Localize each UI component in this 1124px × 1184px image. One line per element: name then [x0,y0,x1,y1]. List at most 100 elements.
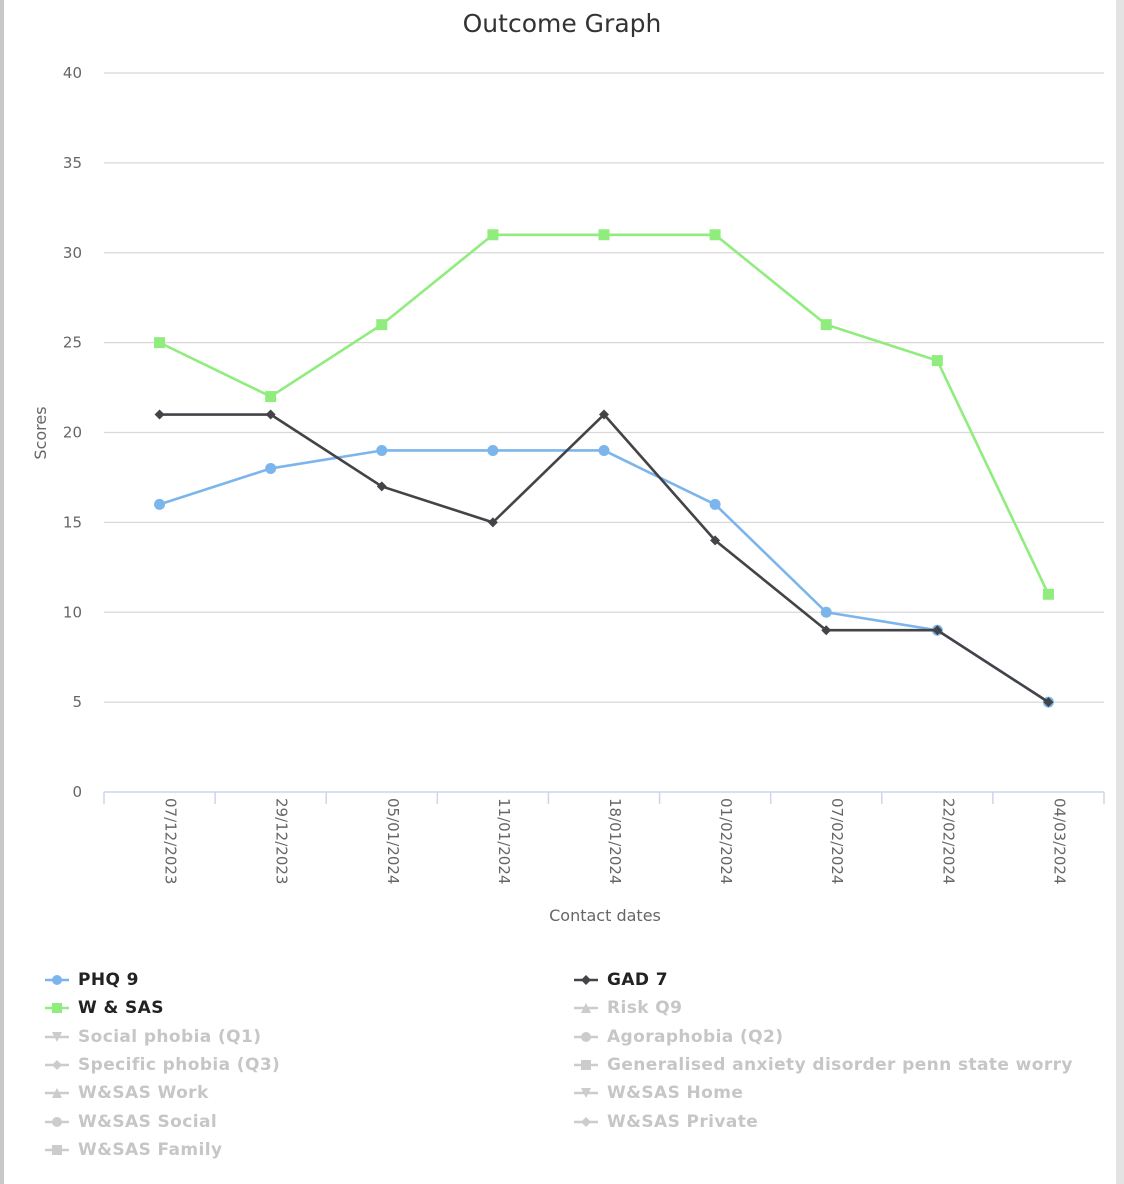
y-axis-label: Scores [31,406,50,459]
legend-diamond-icon [574,1116,598,1127]
legend-item-phq-9[interactable]: PHQ 9 [44,966,139,994]
data-point-w-sas[interactable] [709,229,721,241]
legend-circle-icon [574,1031,598,1042]
legend-marker [581,975,591,985]
x-tick-label: 29/12/2023 [273,798,291,884]
y-tick-label: 10 [63,603,82,621]
x-tick-label: 01/02/2024 [717,798,735,884]
series-line-phq-9[interactable] [159,449,1050,704]
legend-item-social-phobia-q1[interactable]: Social phobia (Q1) [44,1023,261,1051]
legend-marker [52,1116,62,1127]
window-frame-left [0,0,4,1184]
x-tick-label: 04/03/2024 [1050,798,1068,884]
legend-marker [52,1003,62,1014]
legend-circle-icon [45,1116,69,1127]
x-tick-label: 07/12/2023 [162,798,180,884]
legend-label: W&SAS Social [78,1111,218,1132]
data-point-gad-7[interactable] [487,517,498,528]
x-tick-label: 18/01/2024 [606,798,624,884]
grid-lines [104,72,1104,703]
outcome-chart: Outcome Graph 0 5 10 15 20 25 30 35 40 Scores 07… [31,9,1105,925]
series-w-sas [154,229,1054,600]
data-point-w-sas[interactable] [931,355,943,367]
x-tick-label: 22/02/2024 [939,798,957,884]
window-frame-right [1116,0,1124,1184]
legend-item-w-sas-work[interactable]: W&SAS Work [44,1079,209,1107]
data-point-gad-7[interactable] [265,409,276,420]
legend-label: W&SAS Work [78,1083,209,1104]
legend-label: PHQ 9 [78,970,139,990]
data-point-phq-9[interactable] [376,444,388,456]
legend-item-agoraphobia-q2[interactable]: Agoraphobia (Q2) [573,1023,783,1051]
data-point-phq-9[interactable] [487,444,499,456]
data-point-gad-7[interactable] [932,625,943,636]
data-point-gad-7[interactable] [599,409,609,420]
data-point-w-sas[interactable] [1042,588,1054,600]
legend-marker [581,1088,591,1099]
legend-circle-icon [45,975,69,985]
series-gad-7 [154,409,1054,708]
data-point-gad-7[interactable] [821,625,832,636]
data-point-w-sas[interactable] [820,319,832,331]
data-point-gad-7[interactable] [1043,697,1054,708]
data-point-gad-7[interactable] [154,409,165,420]
legend-label: Specific phobia (Q3) [78,1054,281,1075]
legend-item-w-sas-family[interactable]: W&SAS Family [44,1136,222,1164]
data-point-w-sas[interactable] [598,229,610,241]
legend-item-w-sas-private[interactable]: W&SAS Private [573,1108,758,1136]
legend-square-icon [45,1003,69,1014]
series-line-gad-7[interactable] [159,413,1050,704]
legend-label: W & SAS [78,998,164,1019]
legend-item-w-sas[interactable]: W & SAS [44,994,164,1022]
data-point-phq-9[interactable] [820,606,832,618]
data-point-phq-9[interactable] [598,444,610,456]
x-tick-label: 05/01/2024 [384,798,402,884]
data-point-w-sas[interactable] [376,319,388,331]
legend-marker [52,1059,62,1070]
legend-marker [581,1116,591,1127]
legend-marker [52,1031,62,1042]
data-point-gad-7[interactable] [710,535,721,546]
legend-diamond-icon [574,975,598,985]
data-point-w-sas[interactable] [265,391,277,403]
legend-square-icon [574,1059,598,1070]
legend-marker [52,975,62,985]
legend-label: GAD 7 [607,970,668,990]
data-point-gad-7[interactable] [376,481,387,492]
data-point-phq-9[interactable] [154,498,166,510]
legend-item-generalised-anxiety-disorder-penn-state-worry[interactable]: Generalised anxiety disorder penn state … [573,1051,1073,1079]
legend-item-risk-q9[interactable]: Risk Q9 [573,994,682,1022]
y-tick-label: 25 [63,334,82,352]
y-tick-label: 20 [63,424,82,442]
legend-marker [52,1144,62,1155]
data-point-phq-9[interactable] [709,498,721,510]
legend-label: Agoraphobia (Q2) [607,1026,784,1047]
legend-label: W&SAS Home [607,1083,744,1104]
y-tick-label: 15 [63,513,82,531]
x-axis-label: Contact dates [549,906,661,925]
y-tick-label: 30 [63,244,82,262]
data-point-phq-9[interactable] [265,462,277,474]
legend-item-w-sas-home[interactable]: W&SAS Home [573,1079,743,1107]
legend-item-specific-phobia-q3[interactable]: Specific phobia (Q3) [44,1051,280,1079]
legend-triangle-icon [45,1088,69,1099]
legend-marker [52,1088,62,1099]
legend-label: Generalised anxiety disorder penn state … [607,1054,1073,1075]
x-tick-label: 07/02/2024 [828,798,846,884]
legend-item-w-sas-social[interactable]: W&SAS Social [44,1108,217,1136]
legend-marker [581,1059,591,1070]
series-layer [154,229,1054,708]
data-point-w-sas[interactable] [487,229,499,241]
y-tick-label: 40 [63,64,82,82]
y-tick-label: 35 [63,154,82,172]
x-tick-label: 11/01/2024 [495,798,513,884]
legend-triangle-down-icon [574,1088,598,1099]
x-axis: 07/12/2023 29/12/2023 05/01/2024 11/01/2024… [103,791,1105,884]
legend-marker [581,1003,591,1014]
series-phq-9 [154,444,1054,708]
y-axis-tick-labels: 0 5 10 15 20 25 30 35 40 [63,64,82,801]
legend-item-gad-7[interactable]: GAD 7 [573,966,668,994]
y-tick-label: 5 [72,693,82,711]
legend-label: Risk Q9 [607,998,683,1019]
data-point-w-sas[interactable] [154,337,166,349]
